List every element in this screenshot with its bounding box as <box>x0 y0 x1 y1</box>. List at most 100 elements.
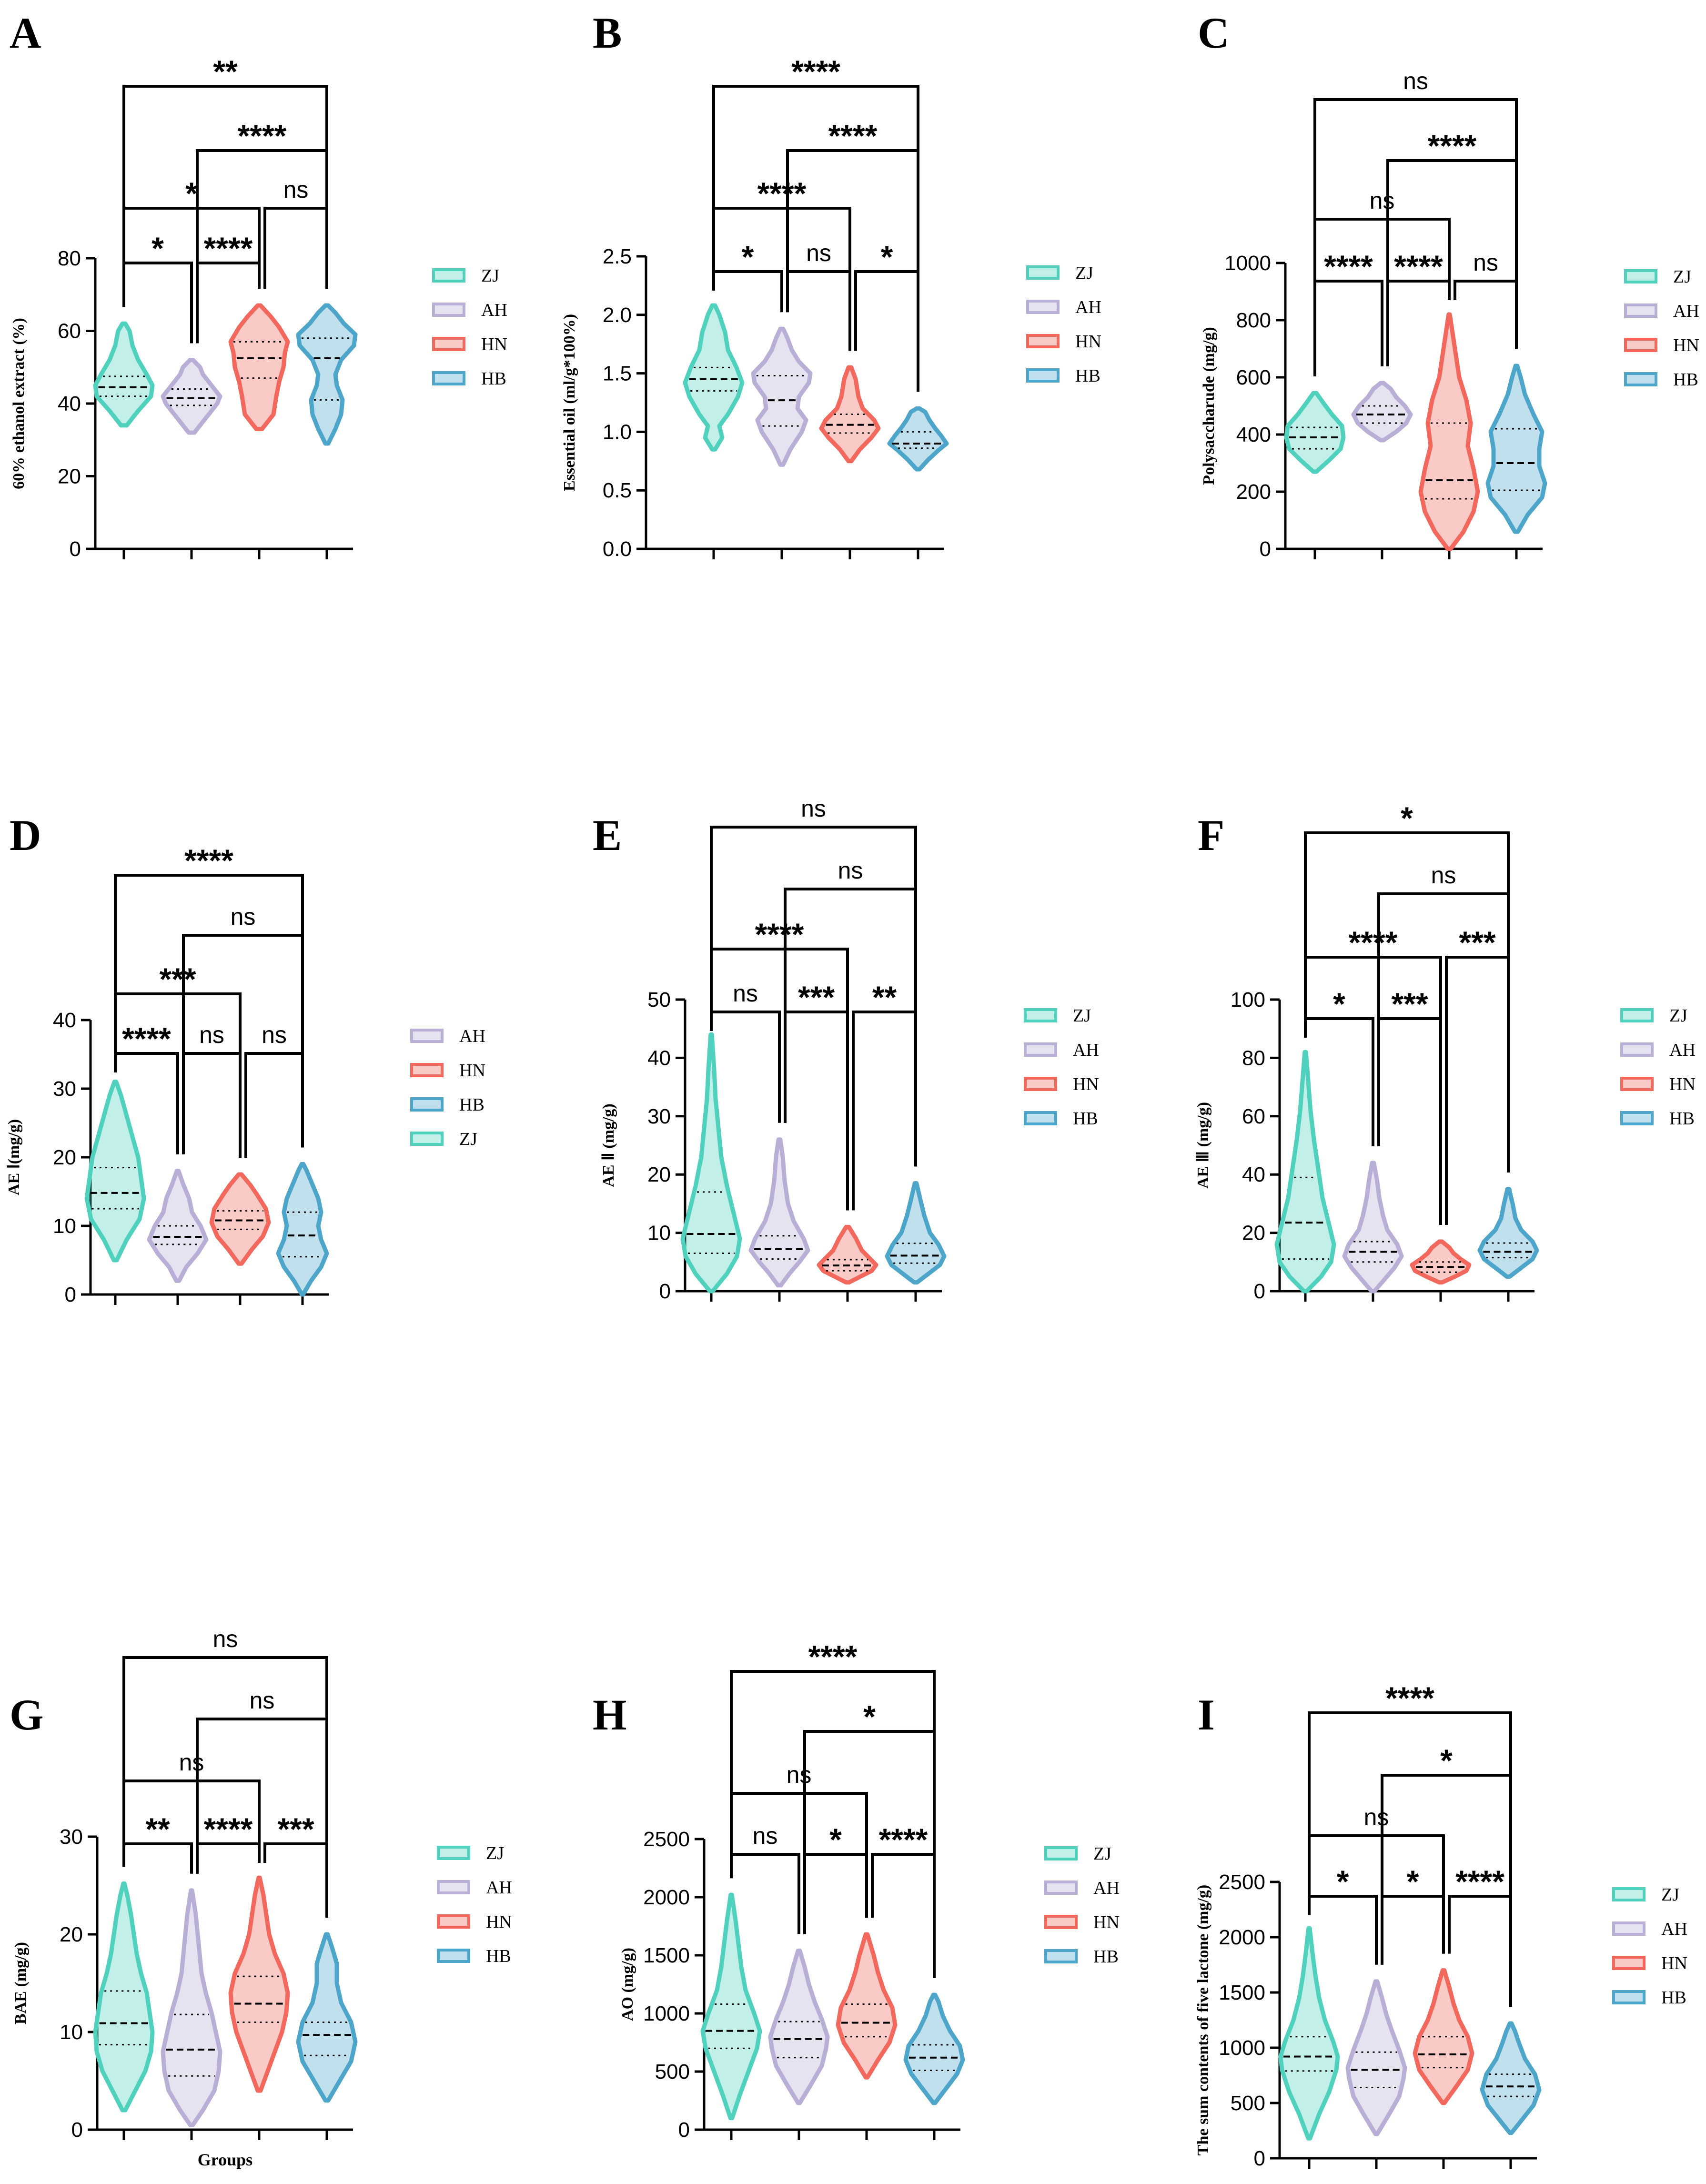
y-tick-label: 400 <box>1236 423 1271 446</box>
significance-bracket <box>122 262 193 344</box>
panel-letter: E <box>593 811 622 859</box>
significance-bracket <box>1448 1895 1512 2007</box>
y-tick-label: 0.0 <box>603 537 632 561</box>
panel-letter: F <box>1198 811 1224 859</box>
legend-label: AH <box>481 300 507 320</box>
y-axis-label: Essential oil (ml/g*100%) <box>561 314 578 491</box>
legend-swatch-HB <box>1624 372 1657 386</box>
significance-bracket <box>712 270 783 313</box>
significance-bracket <box>1454 280 1518 349</box>
legend-swatch-HB <box>437 1949 470 1963</box>
significance-bracket <box>1313 98 1518 376</box>
significance-bracket <box>182 1052 242 1158</box>
panel-letter: C <box>1198 9 1229 57</box>
significance-label: * <box>829 1822 842 1857</box>
panel-letter: G <box>10 1690 44 1739</box>
significance-label: ns <box>733 980 758 1007</box>
significance-label: **** <box>808 1639 858 1674</box>
violin-HN <box>1418 312 1480 551</box>
legend-swatch-HB <box>1044 1949 1078 1963</box>
y-axis-label: The sum contents of five lactone (mg/g) <box>1194 1885 1212 2155</box>
y-axis-label: 60% ethanol extract (%) <box>10 318 28 489</box>
significance-label: **** <box>1349 925 1398 960</box>
y-tick-label: 40 <box>53 1009 76 1032</box>
legend-label: HB <box>459 1095 485 1115</box>
significance-label: * <box>742 239 754 274</box>
y-tick-label: 1.0 <box>603 420 632 444</box>
significance-label: ns <box>1431 862 1456 889</box>
legend-swatch-HN <box>1026 334 1060 348</box>
significance-label: ns <box>199 1021 224 1048</box>
y-tick-label: 10 <box>647 1222 671 1245</box>
significance-label: ns <box>1473 249 1498 276</box>
legend-swatch-AH <box>1624 303 1657 318</box>
y-tick-label: 10 <box>60 2021 83 2044</box>
legend-label: HB <box>1093 1947 1119 1967</box>
significance-bracket <box>114 874 304 1148</box>
legend-label: HN <box>1075 332 1101 352</box>
violin-HN <box>228 1875 290 2093</box>
legend-swatch-AH <box>437 1880 470 1894</box>
significance-bracket <box>1304 831 1510 1173</box>
y-tick-label: 0 <box>1254 1280 1265 1303</box>
legend-swatch-AH <box>1024 1042 1057 1057</box>
significance-bracket <box>854 270 919 392</box>
legend-swatch-AH <box>1044 1881 1078 1895</box>
violin-HB <box>885 1181 947 1285</box>
y-axis-label: BAE (mg/g) <box>12 1942 30 2024</box>
significance-bracket <box>784 888 917 1167</box>
significance-label: ns <box>1403 68 1428 94</box>
y-axis-label: AO (mg/g) <box>619 1948 636 2021</box>
legend-swatch-AH <box>1620 1042 1654 1057</box>
significance-label: **** <box>1455 1864 1504 1899</box>
legend-swatch-HN <box>1624 338 1657 352</box>
legend-label: ZJ <box>1075 263 1093 283</box>
violin-HN <box>817 1224 878 1285</box>
y-tick-label: 100 <box>1231 988 1265 1011</box>
legend-label: HN <box>481 334 507 354</box>
significance-label: ns <box>753 1822 778 1849</box>
legend-swatch-HN <box>432 337 465 351</box>
y-tick-label: 60 <box>1242 1105 1265 1128</box>
legend-label: HB <box>1075 366 1100 386</box>
legend-label: ZJ <box>1673 267 1691 287</box>
significance-label: **** <box>204 1811 253 1847</box>
significance-bracket <box>263 1842 328 1918</box>
significance-label: * <box>185 176 198 211</box>
significance-bracket <box>730 1670 936 1978</box>
panel-letter: A <box>10 9 41 57</box>
significance-label: ns <box>262 1021 287 1048</box>
significance-bracket <box>1304 1017 1374 1146</box>
significance-label: * <box>863 1699 876 1734</box>
significance-label: ** <box>145 1811 170 1847</box>
y-tick-label: 0 <box>1254 2147 1265 2170</box>
significance-bracket <box>710 826 917 1167</box>
violin-ZJ <box>683 303 745 452</box>
significance-bracket <box>1313 280 1383 376</box>
legend-swatch-ZJ <box>1044 1846 1078 1860</box>
violin-ZJ <box>84 1080 146 1263</box>
violin-HN <box>228 303 290 431</box>
violin-AH <box>147 1169 209 1283</box>
y-tick-label: 0 <box>1260 537 1271 561</box>
violin-HB <box>1485 364 1547 534</box>
legend-swatch-ZJ <box>437 1846 470 1860</box>
significance-bracket <box>710 1011 781 1123</box>
significance-bracket <box>122 1842 193 1874</box>
legend-label: HB <box>1673 370 1698 390</box>
legend-label: AH <box>1673 301 1699 321</box>
violin-HB <box>887 406 949 472</box>
violin-HN <box>1413 1968 1474 2105</box>
violin-HB <box>296 303 358 446</box>
significance-bracket <box>803 1853 868 1934</box>
significance-label: **** <box>757 176 807 211</box>
y-tick-label: 0 <box>71 2118 83 2142</box>
legend-label: AH <box>1661 1919 1687 1939</box>
significance-label: ns <box>283 176 309 203</box>
significance-label: ns <box>787 1761 812 1788</box>
y-tick-label: 2000 <box>1219 1926 1265 1949</box>
y-tick-label: 50 <box>647 988 671 1011</box>
legend-label: HN <box>1073 1074 1099 1094</box>
legend-swatch-HB <box>1026 368 1060 383</box>
